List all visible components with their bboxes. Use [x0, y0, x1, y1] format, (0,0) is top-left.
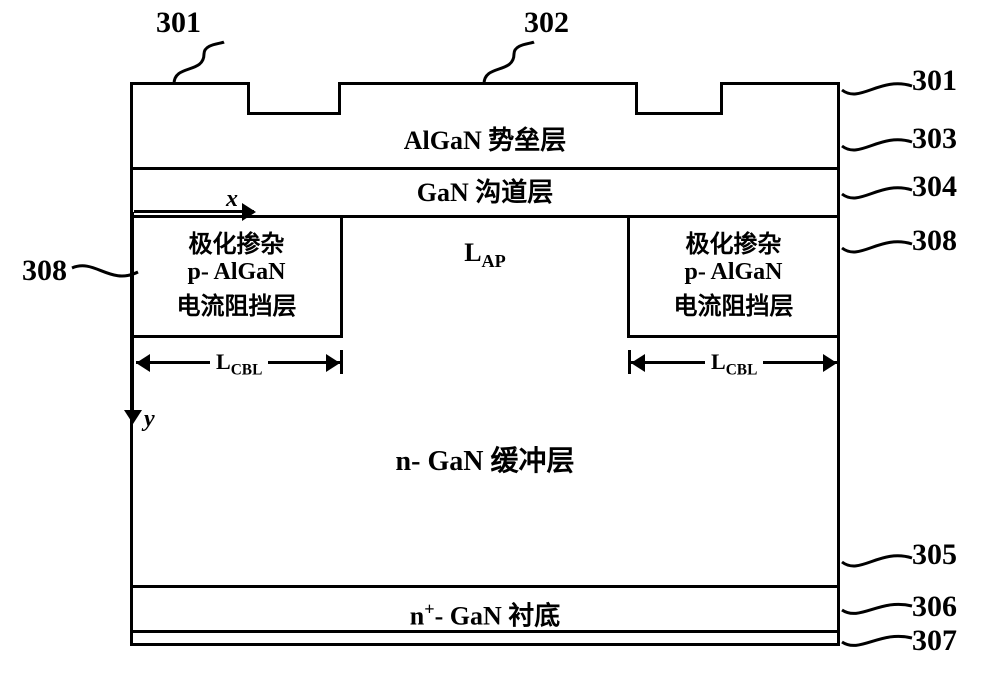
dim-tick: [837, 350, 840, 374]
cbl-left-line3: 电流阻挡层: [133, 286, 340, 321]
callout-301: 301: [912, 64, 957, 98]
cbl-right: 极化掺杂 p- AlGaN 电流阻挡层: [627, 218, 837, 338]
squiggle-icon: [840, 630, 915, 656]
top-contact-row: [133, 85, 837, 115]
callout-304: 304: [912, 170, 957, 204]
squiggle-icon: [840, 180, 915, 210]
cbl-right-line3: 电流阻挡层: [630, 286, 837, 321]
squiggle-icon: [840, 76, 915, 106]
squiggle-icon: [840, 234, 915, 264]
contact-gap-right: [638, 82, 727, 88]
cbl-right-line2: p- AlGaN: [630, 259, 837, 286]
cbl-row: 极化掺杂 p- AlGaN 电流阻挡层 LAP 极化掺杂 p- AlGaN 电流…: [133, 218, 837, 338]
callout-308: 308: [912, 224, 957, 258]
dim-tick: [131, 350, 134, 374]
dim-lcbl-left-label: LCBL: [210, 349, 268, 379]
squiggle-icon: [480, 38, 540, 88]
callout-301: 301: [156, 6, 201, 40]
diagram-stage: AlGaN 势垒层 GaN 沟道层 极化掺杂 p- AlGaN 电流阻挡层 LA…: [0, 0, 1000, 693]
cbl-left-line1: 极化掺杂: [133, 224, 340, 259]
callout-307: 307: [912, 624, 957, 658]
cbl-left-line2: p- AlGaN: [133, 259, 340, 286]
squiggle-icon: [840, 548, 915, 578]
dim-tick: [340, 350, 343, 374]
contact-301-right: [720, 82, 840, 115]
dim-lcbl-right-label: LCBL: [705, 349, 763, 379]
layer-substrate: n+- GaN 衬底: [133, 588, 837, 633]
callout-302: 302: [524, 6, 569, 40]
cbl-right-line1: 极化掺杂: [630, 224, 837, 259]
squiggle-icon: [170, 38, 230, 88]
cbl-left: 极化掺杂 p- AlGaN 电流阻挡层: [133, 218, 343, 338]
contact-gap-left: [250, 82, 342, 88]
axis-y-label: y: [144, 406, 155, 433]
squiggle-icon: [840, 598, 915, 624]
aperture-label: LAP: [343, 238, 627, 272]
callout-306: 306: [912, 590, 957, 624]
axis-y: [131, 212, 134, 422]
callout-305: 305: [912, 538, 957, 572]
squiggle-icon: [70, 258, 140, 288]
layer-bottom-metal: [133, 633, 837, 646]
callout-308: 308: [22, 254, 67, 288]
callout-303: 303: [912, 122, 957, 156]
axis-x-label: x: [226, 186, 238, 213]
squiggle-icon: [840, 132, 915, 162]
layer-barrier: AlGaN 势垒层: [133, 115, 837, 170]
